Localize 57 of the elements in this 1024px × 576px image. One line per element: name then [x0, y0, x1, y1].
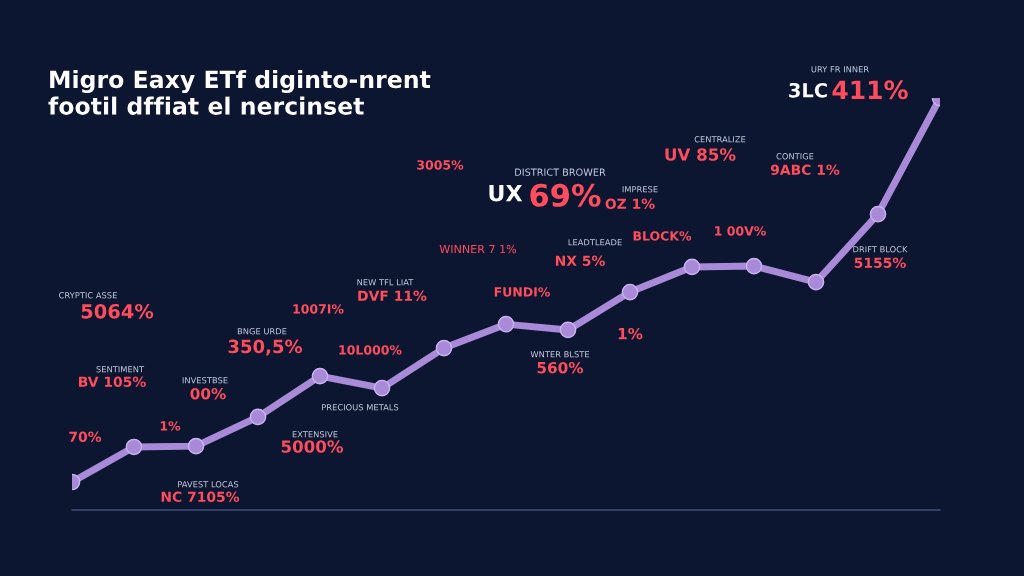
- annotation: IMPRESE: [622, 186, 658, 193]
- annotation: INVESTBSE: [182, 377, 228, 384]
- annotation: NEW TFL LIAT: [357, 279, 414, 286]
- annotation: 5064%: [81, 303, 154, 319]
- annotation: WINNER 7 1%: [439, 244, 517, 254]
- annotation: NC 7105%: [161, 491, 240, 503]
- text: URY FR INNER: [811, 66, 869, 73]
- annotation: CRYPTIC ASSE: [59, 292, 117, 299]
- annotation: 1%: [160, 421, 181, 431]
- point: [683, 258, 701, 276]
- annotation: UX: [489, 184, 523, 202]
- annotation: 560%: [537, 361, 584, 374]
- annotation: CENTRALIZE: [694, 136, 746, 143]
- text: 3LC: [789, 82, 827, 98]
- annotation: LEADTLEADE: [568, 239, 622, 246]
- annotation: DVF 11%: [358, 290, 427, 302]
- annotation: DISTRICT BROWER: [515, 168, 606, 176]
- point: [125, 438, 143, 456]
- point: [807, 273, 825, 291]
- point: [559, 321, 577, 339]
- annotation: 5155%: [854, 257, 906, 269]
- annotation: EXTENSIVE: [292, 431, 338, 438]
- point: [745, 257, 763, 275]
- annotation: 350,5%: [228, 339, 303, 356]
- annotation: UV 85%: [665, 148, 736, 161]
- annotation: WNTER BLSTE: [530, 351, 590, 358]
- point: [311, 367, 329, 385]
- annotation: FUNDI%: [494, 287, 550, 297]
- annotation: 10L000%: [339, 345, 402, 355]
- annotation: PRECIOUS METALS: [322, 404, 399, 411]
- annotation: DRIFT BLOCK: [853, 246, 908, 253]
- annotation: 9ABC 1%: [770, 164, 840, 176]
- annotation: 1 00V%: [715, 226, 766, 236]
- annotation: 5000%: [281, 440, 344, 453]
- annotation: 69%: [530, 183, 601, 207]
- point: [497, 315, 515, 333]
- annotation: PAVEST LOCAS: [178, 481, 239, 488]
- annotation: OZ 1%: [605, 198, 655, 210]
- annotation: 70%: [69, 431, 102, 443]
- annotation: 1%: [618, 327, 643, 340]
- point: [373, 379, 391, 397]
- point: [249, 408, 267, 426]
- annotation: BLOCK%: [633, 231, 692, 241]
- annotation: 411%: [832, 80, 908, 100]
- annotation: 1007I%: [293, 304, 344, 314]
- annotation: 00%: [190, 387, 226, 400]
- annotation: BV 105%: [79, 376, 146, 388]
- point: [187, 437, 205, 455]
- chart-title: Migro Eaxy ETf diginto-nrent footil dffiat el nercinset: [48, 70, 431, 115]
- annotation: CONTIGE: [776, 153, 814, 160]
- point: [435, 339, 453, 357]
- annotation: 3005%: [417, 160, 464, 170]
- annotation: SENTIMENT: [96, 366, 145, 373]
- point: [621, 283, 639, 301]
- annotation: NX 5%: [555, 255, 605, 267]
- point: [869, 205, 887, 223]
- annotation: BNGE URDE: [237, 328, 287, 335]
